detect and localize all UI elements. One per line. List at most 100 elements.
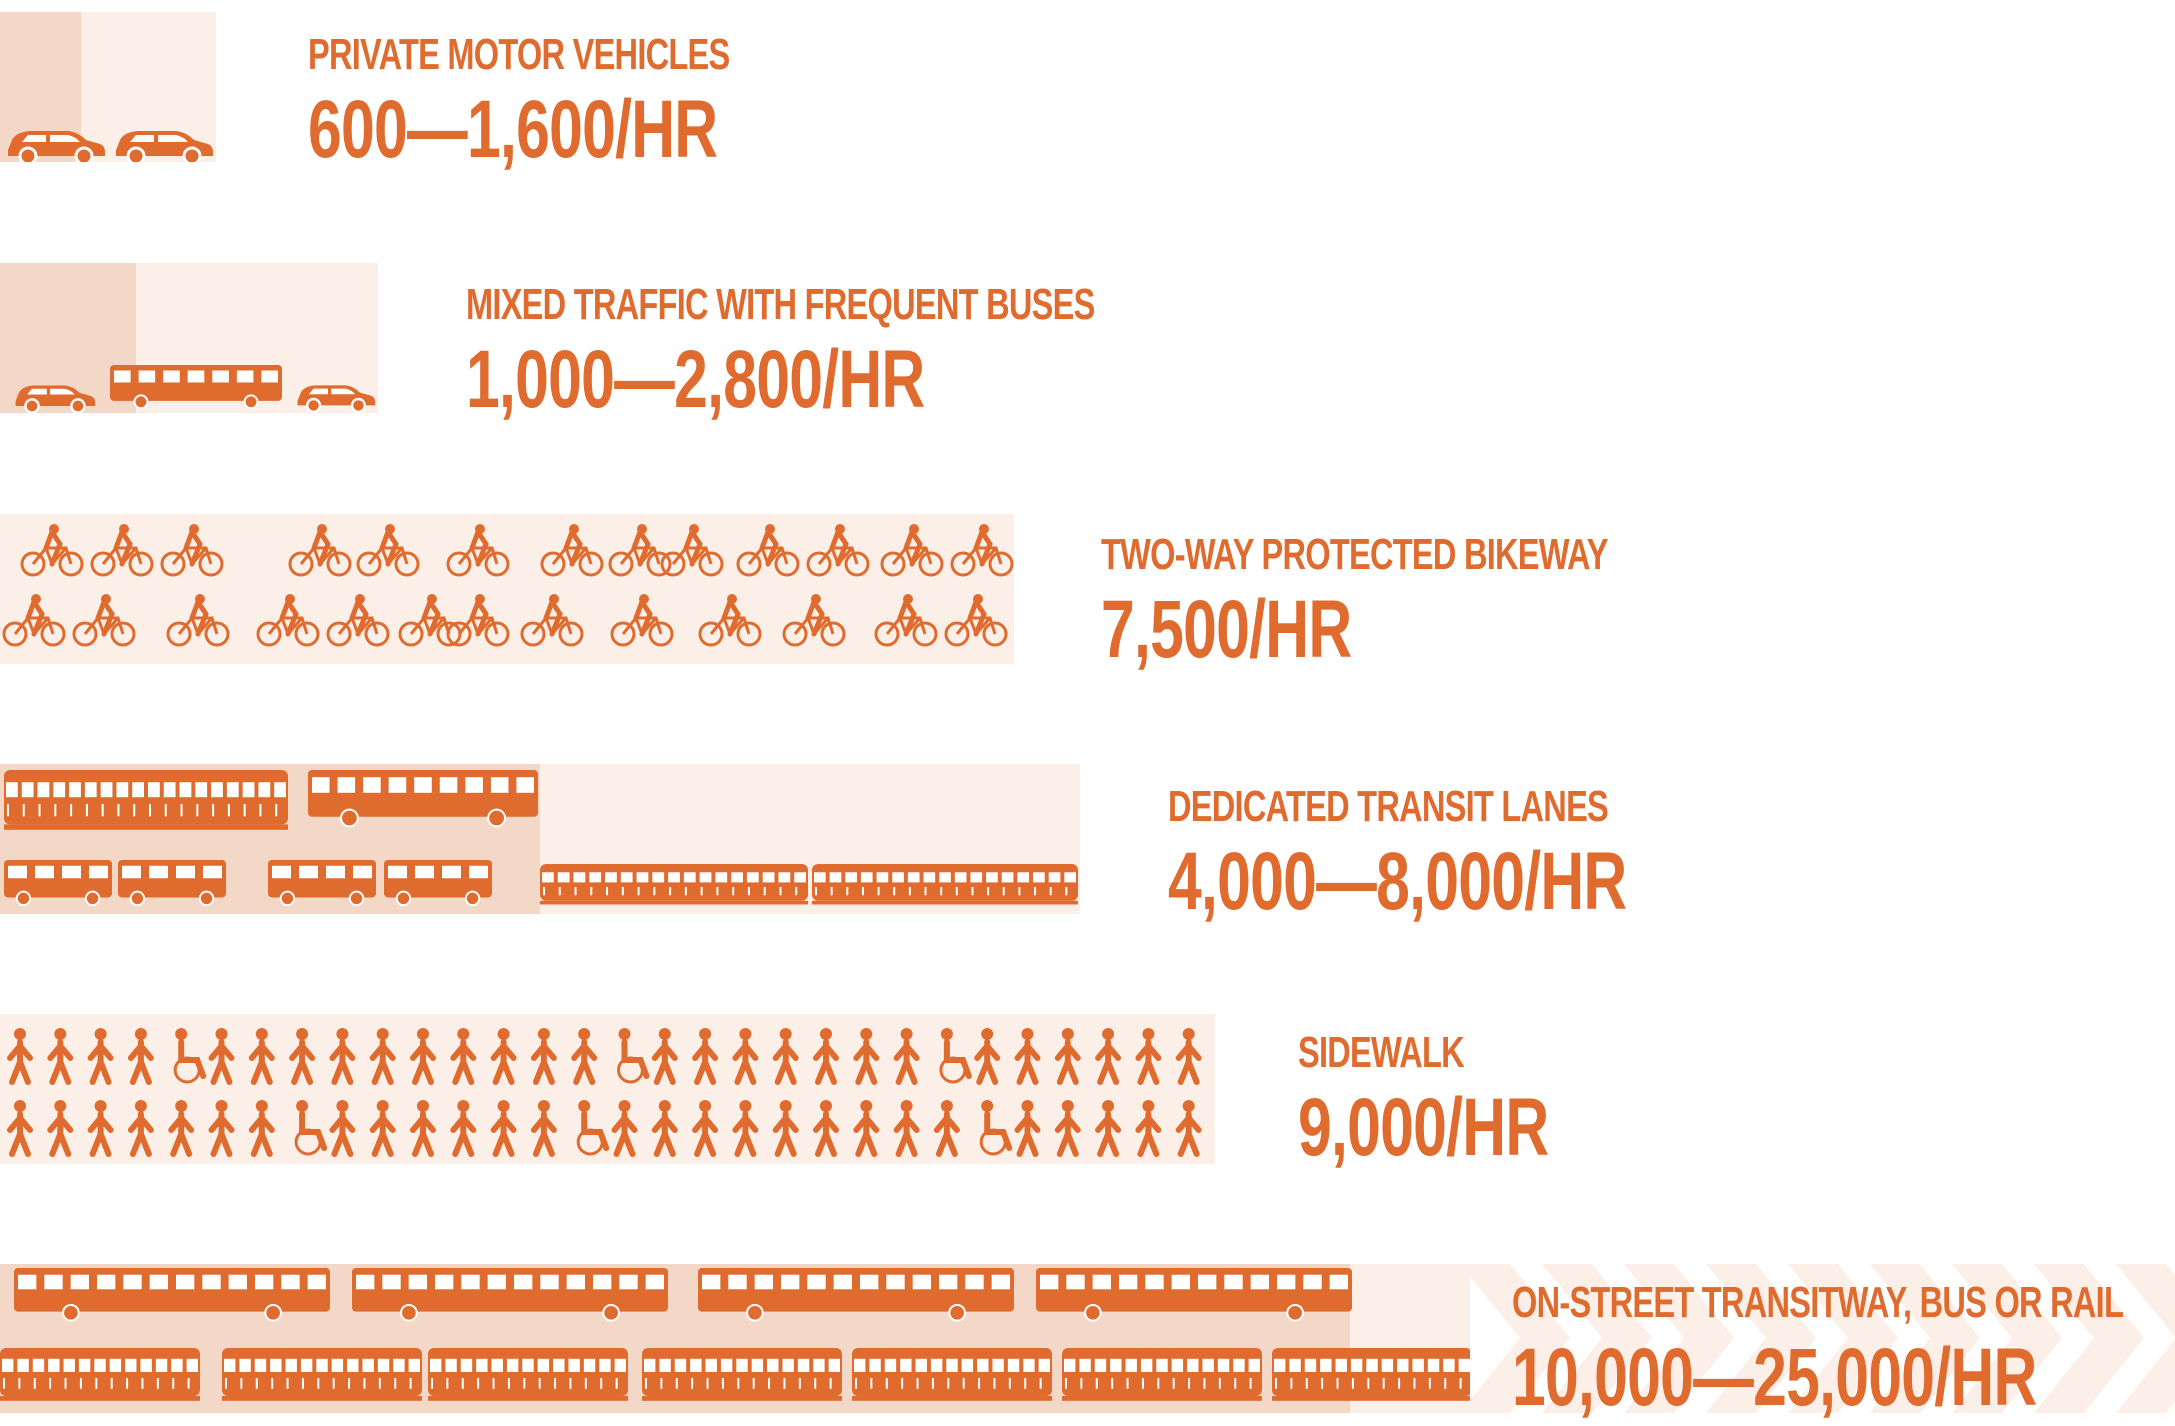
- chevron-arrow-icons: [1460, 1264, 2175, 1413]
- chevron-icon: [2116, 1264, 2175, 1413]
- pedestrian-icon: [853, 1100, 880, 1157]
- capacity-value: 4,000—8,000/HR: [1168, 836, 1627, 927]
- row-mixed-traffic: [0, 263, 378, 413]
- bicycle-icon: [160, 524, 224, 577]
- tram-icon: [540, 864, 808, 905]
- label-mixed-traffic: MIXED TRAFFIC WITH FREQUENT BUSES 1,000—…: [466, 278, 1315, 428]
- pedestrian-icon: [530, 1100, 557, 1157]
- label-dedicated-transit-lanes: DEDICATED TRANSIT LANES 4,000—8,000/HR: [1168, 780, 1788, 930]
- pedestrian-icon: [168, 1100, 195, 1157]
- pedestrian-icon: [490, 1100, 517, 1157]
- bus-icon: [110, 365, 282, 410]
- wheelchair-icon: [617, 1028, 650, 1084]
- bicycle-icon: [166, 594, 230, 647]
- pedestrian-icon: [651, 1100, 678, 1157]
- pedestrian-icon: [208, 1100, 235, 1157]
- bus-icon: [384, 860, 492, 907]
- pedestrian-icon: [1014, 1100, 1041, 1157]
- pedestrian-icon: [813, 1028, 839, 1085]
- pedestrian-icon: [248, 1028, 275, 1085]
- capacity-value: 600—1,600/HR: [308, 84, 718, 175]
- pedestrian-icon: [369, 1100, 396, 1157]
- bicycle-icon: [782, 594, 846, 647]
- tram-icon: [0, 1348, 200, 1401]
- chevron-icon: [1460, 1264, 1570, 1413]
- pedestrian-icon: [772, 1028, 799, 1085]
- pedestrian-icon: [87, 1100, 114, 1157]
- bicycle-icon: [356, 524, 420, 577]
- tram-icon: [812, 864, 1078, 905]
- bicycle-icon: [698, 594, 762, 647]
- capacity-value: 9,000/HR: [1298, 1082, 1549, 1173]
- capacity-value: 7,500/HR: [1101, 584, 1352, 675]
- bicycle-icon: [398, 594, 462, 647]
- bicycle-icon: [520, 594, 584, 647]
- row-sidewalk: [0, 1014, 1215, 1164]
- bicycle-icon: [288, 524, 352, 577]
- bicycle-icon: [540, 524, 604, 577]
- pedestrian-icon: [7, 1028, 33, 1085]
- pedestrian-icon: [772, 1100, 799, 1157]
- pedestrian-icon: [7, 1100, 33, 1157]
- bicycle-icons: [2, 524, 1014, 647]
- row-on-street-transitway: [0, 1264, 1470, 1413]
- pedestrian-icon: [732, 1028, 759, 1085]
- bus-rail-icons: [0, 1268, 1470, 1401]
- bicycle-icon: [90, 524, 154, 577]
- bicycle-icon: [950, 524, 1014, 577]
- bicycle-icon: [256, 594, 320, 647]
- tram-icon: [642, 1348, 842, 1401]
- capacity-value: 1,000—2,800/HR: [466, 334, 925, 425]
- pedestrian-icon: [974, 1028, 1001, 1085]
- wheelchair-icon: [294, 1100, 328, 1156]
- bicycle-icon: [880, 524, 944, 577]
- pedestrian-icon: [127, 1100, 154, 1157]
- bicycle-icon: [446, 594, 510, 647]
- label-sidewalk: SIDEWALK 9,000/HR: [1298, 1026, 1636, 1176]
- pedestrian-icon: [87, 1028, 114, 1085]
- articulated-bus-icon: [1036, 1268, 1352, 1322]
- pedestrian-icon: [1095, 1028, 1122, 1085]
- pedestrian-icon: [571, 1028, 598, 1085]
- articulated-bus-icon: [14, 1268, 330, 1322]
- pedestrian-icon: [1095, 1100, 1122, 1157]
- tram-bus-icons: [4, 770, 1078, 907]
- tram-icon: [222, 1348, 422, 1401]
- chevron-icon: [1870, 1264, 1980, 1413]
- car-icon: [15, 385, 96, 413]
- label-on-street-transitway: ON-STREET TRANSITWAY, BUS OR RAIL 10,000…: [1512, 1276, 2175, 1426]
- pedestrian-icon: [289, 1028, 316, 1085]
- pedestrian-icons: [7, 1028, 1202, 1157]
- capacity-value: 10,000—25,000/HR: [1512, 1332, 2037, 1423]
- pedestrian-icon: [410, 1100, 436, 1157]
- wheelchair-icon: [939, 1028, 972, 1084]
- pedestrian-icon: [1014, 1028, 1041, 1085]
- bicycle-icon: [610, 594, 674, 647]
- wheelchair-icon: [979, 1100, 1013, 1156]
- bicycle-icon: [20, 524, 84, 577]
- tram-icon: [852, 1348, 1052, 1401]
- mode-name: SIDEWALK: [1298, 1028, 1465, 1077]
- pedestrian-icon: [893, 1100, 920, 1157]
- pedestrian-icon: [651, 1028, 678, 1085]
- label-protected-bikeway: TWO-WAY PROTECTED BIKEWAY 7,500/HR: [1101, 528, 1786, 678]
- pedestrian-icon: [1175, 1028, 1202, 1085]
- wheelchair-icon: [173, 1028, 207, 1084]
- articulated-bus-icon: [352, 1268, 668, 1322]
- tram-icon: [428, 1348, 628, 1401]
- pedestrian-icon: [248, 1100, 275, 1157]
- pedestrian-icon: [813, 1100, 839, 1157]
- pedestrian-icon: [933, 1100, 960, 1157]
- mode-name: TWO-WAY PROTECTED BIKEWAY: [1101, 530, 1608, 579]
- mode-name: ON-STREET TRANSITWAY, BUS OR RAIL: [1512, 1278, 2124, 1327]
- bus-icon: [268, 860, 376, 907]
- articulated-bus-icon: [698, 1268, 1014, 1322]
- pedestrian-icon: [329, 1100, 356, 1157]
- bicycle-icon: [806, 524, 870, 577]
- row-dedicated-transit-lanes: [0, 764, 1080, 914]
- car-icon: [8, 131, 105, 162]
- car-icon: [297, 385, 376, 413]
- mode-name: MIXED TRAFFIC WITH FREQUENT BUSES: [466, 280, 1095, 329]
- capacity-bar: [0, 1014, 1215, 1164]
